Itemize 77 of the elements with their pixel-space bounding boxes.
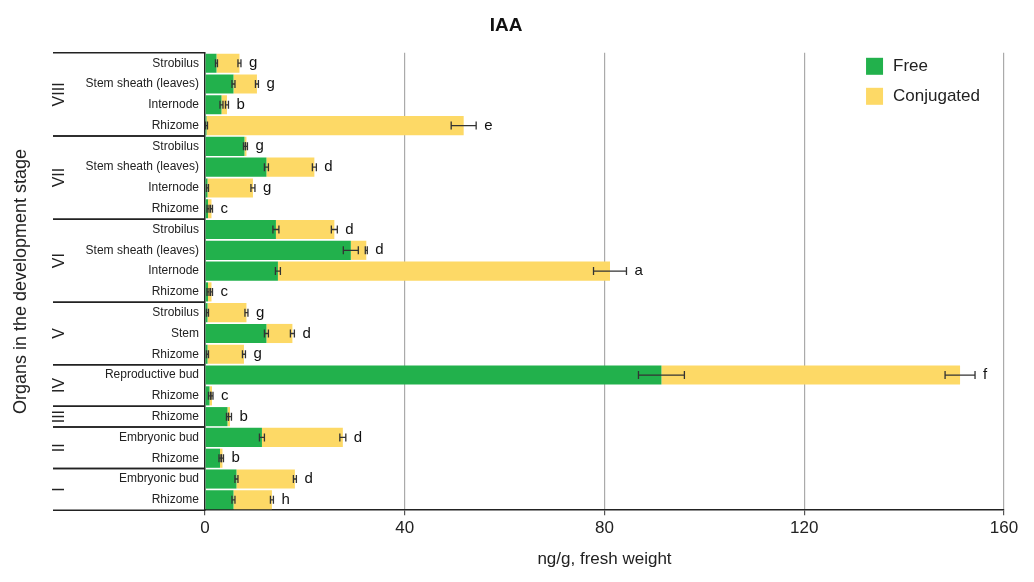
bar [207,344,244,364]
data-label: f [983,365,989,383]
bar [205,323,267,344]
bar [205,136,245,156]
bar [261,427,343,447]
y-tick-label: Strobilus [152,138,199,153]
chart-title: IAA [489,13,523,35]
text: IV [50,377,68,394]
data-label: e [484,115,493,133]
data-label: g [255,302,265,320]
bar [661,365,961,385]
data-label: c [220,198,229,216]
text: I [50,487,68,492]
data-label: d [353,427,363,445]
legend-label: Free [893,56,929,76]
data-label: c [220,282,229,300]
bar [205,240,351,260]
data-label: a [634,261,644,279]
y-tick-label: Rhizome [151,450,200,465]
data-label: h [281,489,290,507]
bar [275,219,335,240]
text: V [50,327,68,339]
y-tick-label: Strobilus [152,55,199,70]
x-tick-label: 0 [200,518,210,538]
data-label: d [302,323,311,341]
data-label: d [324,157,333,175]
bar [207,303,247,323]
text: II [50,443,68,453]
y-tick-label: Stem sheath (leaves) [85,242,199,257]
y-tick-label: Strobilus [152,221,199,236]
y-tick-label: Rhizome [151,388,200,403]
y-tick-label: Embryonic bud [118,471,199,486]
y-tick-label: Stem [170,325,199,340]
bar [206,116,464,136]
bar [277,261,610,281]
y-tick-label: Strobilus [152,305,199,319]
bar [205,219,276,240]
y-tick-label: Rhizome [151,492,200,507]
bar [205,427,262,447]
data-label: g [262,178,272,196]
x-tick-label: 40 [395,518,415,538]
y-tick-label: Stem sheath (leaves) [85,159,199,174]
x-axis-title: ng/g, fresh weight [537,549,672,569]
y-tick-label: Embryonic bud [118,429,199,444]
data-label: g [255,136,264,154]
y-tick-label: Reproductive bud [104,367,199,382]
data-label: d [375,240,384,258]
data-label: g [266,74,275,92]
text: III [50,409,68,424]
data-label: d [304,469,313,487]
x-tick-label: 160 [989,518,1019,538]
y-tick-label: Rhizome [151,117,200,132]
data-label: b [231,448,240,466]
y-axis-title: Organs in the development stage [9,148,30,415]
data-label: b [239,406,248,424]
data-label: g [253,344,262,362]
y-tick-label: Rhizome [151,284,200,299]
text: VII [50,167,68,188]
y-tick-label: Internode [148,263,200,278]
data-label: b [236,94,245,112]
x-tick-label: 80 [595,518,614,538]
y-tick-label: Internode [148,180,200,195]
bar [266,323,293,344]
y-tick-label: Rhizome [151,346,200,361]
bar [266,157,315,177]
text: VI [50,253,68,269]
data-label: c [220,385,229,403]
y-tick-label: Stem sheath (leaves) [85,76,199,91]
data-label: d [345,219,354,237]
text: VIII [50,82,68,107]
x-tick-label: 120 [790,518,819,538]
y-tick-label: Internode [148,97,200,112]
legend-label: Conjugated [893,86,981,106]
bar [205,407,228,427]
data-label: g [248,53,258,71]
y-tick-label: Rhizome [151,201,200,216]
y-tick-label: Rhizome [151,408,200,423]
